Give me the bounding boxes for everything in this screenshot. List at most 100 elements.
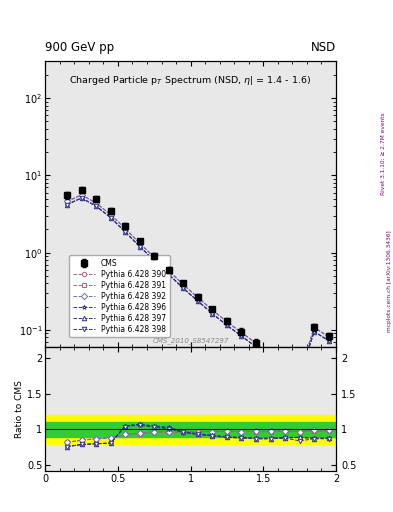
Pythia 6.428 390: [196, 294, 200, 301]
Bar: [45, 422, 336, 437]
Pythia 6.428 391: [239, 330, 244, 336]
Pythia 6.428 396: [152, 258, 156, 264]
Pythia 6.428 392: [64, 198, 70, 204]
Y-axis label: Ratio to CMS: Ratio to CMS: [15, 380, 24, 438]
Pythia 6.428 398: [326, 338, 331, 344]
Pythia 6.428 391: [108, 211, 113, 218]
Pythia 6.428 392: [196, 294, 200, 301]
Pythia 6.428 392: [268, 351, 273, 357]
Pythia 6.428 397: [268, 354, 273, 360]
Pythia 6.428 398: [64, 201, 70, 207]
Line: Pythia 6.428 390: Pythia 6.428 390: [65, 193, 331, 376]
Pythia 6.428 396: [283, 364, 287, 370]
Legend: CMS, Pythia 6.428 390, Pythia 6.428 391, Pythia 6.428 392, Pythia 6.428 396, Pyt: CMS, Pythia 6.428 390, Pythia 6.428 391,…: [70, 255, 170, 337]
Pythia 6.428 390: [326, 334, 331, 340]
Pythia 6.428 391: [254, 340, 259, 346]
Pythia 6.428 391: [79, 192, 84, 198]
Pythia 6.428 390: [225, 318, 230, 325]
Pythia 6.428 391: [167, 268, 171, 274]
Pythia 6.428 397: [225, 323, 230, 329]
Pythia 6.428 396: [167, 271, 171, 278]
Pythia 6.428 398: [268, 354, 273, 360]
Text: mcplots.cern.ch [arXiv:1306.3436]: mcplots.cern.ch [arXiv:1306.3436]: [387, 231, 391, 332]
Pythia 6.428 390: [64, 198, 70, 204]
Pythia 6.428 397: [152, 258, 156, 264]
Pythia 6.428 398: [123, 229, 128, 235]
Pythia 6.428 391: [210, 307, 215, 313]
Text: Rivet 3.1.10; ≥ 2.7M events: Rivet 3.1.10; ≥ 2.7M events: [381, 112, 386, 195]
Pythia 6.428 392: [239, 330, 244, 336]
Pythia 6.428 390: [283, 360, 287, 366]
Pythia 6.428 396: [64, 201, 70, 207]
Pythia 6.428 398: [254, 344, 259, 350]
Pythia 6.428 398: [108, 215, 113, 221]
Pythia 6.428 398: [239, 333, 244, 339]
Pythia 6.428 392: [181, 282, 186, 288]
Pythia 6.428 390: [79, 192, 84, 198]
Pythia 6.428 392: [94, 200, 98, 206]
Pythia 6.428 392: [312, 325, 317, 331]
Pythia 6.428 396: [298, 373, 302, 379]
Pythia 6.428 396: [196, 298, 200, 304]
Pythia 6.428 390: [268, 351, 273, 357]
Pythia 6.428 390: [210, 307, 215, 313]
Pythia 6.428 391: [138, 240, 142, 246]
Pythia 6.428 398: [312, 328, 317, 334]
Pythia 6.428 391: [326, 334, 331, 340]
Line: Pythia 6.428 391: Pythia 6.428 391: [65, 193, 331, 376]
Pythia 6.428 398: [94, 203, 98, 209]
Text: 900 GeV pp: 900 GeV pp: [45, 41, 114, 54]
Pythia 6.428 396: [94, 203, 98, 209]
Pythia 6.428 390: [312, 325, 317, 331]
Pythia 6.428 397: [167, 271, 171, 278]
Text: NSD: NSD: [311, 41, 336, 54]
Pythia 6.428 390: [123, 225, 128, 231]
Pythia 6.428 397: [181, 285, 186, 291]
Pythia 6.428 390: [108, 211, 113, 218]
Pythia 6.428 398: [152, 258, 156, 264]
Pythia 6.428 397: [298, 373, 302, 379]
Pythia 6.428 396: [239, 333, 244, 339]
Pythia 6.428 390: [94, 200, 98, 206]
Pythia 6.428 392: [79, 192, 84, 198]
Pythia 6.428 391: [283, 360, 287, 366]
Pythia 6.428 391: [298, 371, 302, 377]
Pythia 6.428 392: [225, 318, 230, 325]
Pythia 6.428 396: [108, 215, 113, 221]
Pythia 6.428 398: [196, 298, 200, 304]
Pythia 6.428 398: [181, 285, 186, 291]
Pythia 6.428 390: [181, 282, 186, 288]
Pythia 6.428 398: [298, 373, 302, 379]
Pythia 6.428 391: [64, 198, 70, 204]
Bar: [45, 415, 336, 444]
Pythia 6.428 391: [225, 318, 230, 325]
Text: CMS_2010_S8547297: CMS_2010_S8547297: [152, 337, 229, 344]
Pythia 6.428 392: [326, 334, 331, 340]
Pythia 6.428 397: [210, 311, 215, 317]
Pythia 6.428 392: [210, 307, 215, 313]
Pythia 6.428 392: [298, 371, 302, 377]
Pythia 6.428 398: [210, 311, 215, 317]
Pythia 6.428 396: [181, 285, 186, 291]
Pythia 6.428 397: [123, 229, 128, 235]
Pythia 6.428 396: [123, 229, 128, 235]
Pythia 6.428 390: [167, 268, 171, 274]
Pythia 6.428 392: [138, 240, 142, 246]
Pythia 6.428 391: [196, 294, 200, 301]
Pythia 6.428 391: [268, 351, 273, 357]
Pythia 6.428 390: [298, 371, 302, 377]
Pythia 6.428 390: [138, 240, 142, 246]
Pythia 6.428 391: [312, 325, 317, 331]
Pythia 6.428 392: [254, 340, 259, 346]
Pythia 6.428 396: [138, 243, 142, 249]
Line: Pythia 6.428 398: Pythia 6.428 398: [65, 196, 331, 378]
Pythia 6.428 397: [108, 215, 113, 221]
Pythia 6.428 397: [196, 298, 200, 304]
Pythia 6.428 396: [225, 323, 230, 329]
Pythia 6.428 397: [283, 364, 287, 370]
Pythia 6.428 390: [239, 330, 244, 336]
Pythia 6.428 392: [283, 360, 287, 366]
Pythia 6.428 398: [167, 271, 171, 278]
Pythia 6.428 390: [152, 254, 156, 261]
Pythia 6.428 397: [239, 333, 244, 339]
